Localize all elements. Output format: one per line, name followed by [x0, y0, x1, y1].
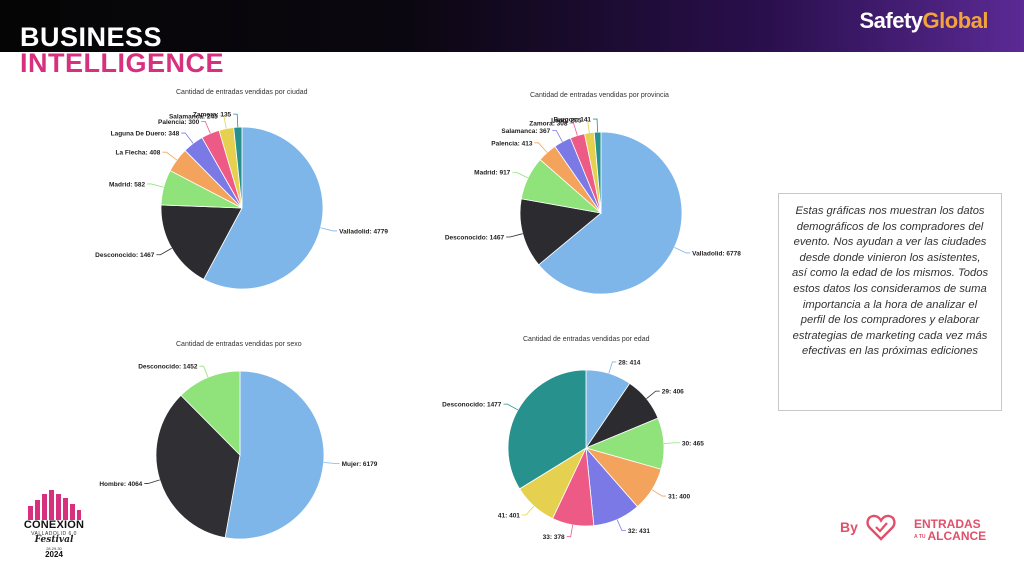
leader-line-la-flecha	[162, 151, 178, 161]
slice-label-mujer: Mujer: 6179	[342, 461, 378, 468]
festival-word: Festival	[34, 535, 74, 545]
pie-slice-valladolid	[538, 131, 683, 295]
brand-part1: Safety	[859, 8, 924, 33]
pie-slice-mujer	[224, 370, 325, 540]
slice-label-madrid: Madrid: 917	[474, 170, 511, 177]
slice-label-laguna-de-duero: Laguna De Duero: 348	[111, 131, 180, 138]
slice-label-desconocido: Desconocido: 1467	[95, 252, 155, 259]
partner-logo-text: ENTRADAS A TU ALCANCE	[914, 518, 986, 543]
leader-line-zamora	[569, 122, 578, 136]
leader-line-desconocido	[156, 247, 172, 256]
partner-line2: ALCANCE	[927, 529, 987, 543]
pie-slice-hombre	[155, 394, 241, 539]
leader-line-28	[608, 361, 617, 374]
pie-slice-desconocido	[180, 370, 241, 456]
slice-label-leon: León: 205	[551, 117, 582, 124]
equalizer-icon	[28, 490, 81, 520]
brand-part2: Global	[922, 8, 989, 33]
slice-label-desconocido: Desconocido: 1477	[442, 402, 502, 409]
heart-ticket-icon	[866, 514, 896, 541]
leader-line-salamanca	[552, 129, 563, 142]
slice-label-salamanca: Salamanca: 243	[169, 113, 218, 120]
leader-line-mujer	[323, 462, 340, 464]
chart-title-provincia: Cantidad de entradas vendidas por provin…	[530, 92, 669, 99]
leader-line-29	[646, 390, 660, 400]
leader-line-33	[566, 524, 574, 538]
leader-line-32	[616, 519, 626, 531]
leader-line-laguna-de-duero	[181, 132, 194, 144]
leader-line-burgos	[593, 118, 599, 133]
slice-label-29: 29: 406	[662, 389, 684, 396]
slice-label-desconocido: Desconocido: 1467	[445, 235, 505, 242]
chart-title-ciudad: Cantidad de entradas vendidas por ciudad	[176, 89, 308, 96]
pie-slice-desconocido	[507, 369, 587, 490]
slice-label-palencia: Palencia: 300	[158, 119, 200, 126]
pie-chart-ciudad: Valladolid: 4779 Desconocido: 1467 Madrid:…	[95, 112, 388, 290]
slice-label-valladolid: Valladolid: 4779	[339, 228, 388, 235]
festival-year: 2024	[45, 550, 63, 559]
leader-line-41	[521, 505, 535, 516]
page-title-line1: BUSINESS	[20, 22, 163, 52]
pie-slice-desconocido	[160, 204, 243, 280]
pie-slice-valladolid	[203, 126, 324, 290]
slice-label-32: 32: 431	[628, 528, 650, 535]
partner-line1: ENTRADAS	[914, 517, 981, 531]
leader-line-valladolid	[674, 247, 691, 254]
leader-line-palencia	[201, 121, 211, 134]
info-text: Estas gráficas nos muestran los datos de…	[791, 205, 989, 358]
festival-city: VALLADOLID 6.0	[31, 531, 77, 537]
leader-line-valladolid	[320, 227, 338, 232]
slice-label-salamanca: Salamanca: 367	[501, 128, 550, 135]
pie-slice-burgos	[593, 131, 602, 214]
festival-name: CONEXION	[23, 519, 85, 531]
by-label: By	[840, 519, 858, 535]
leader-line-madrid	[512, 171, 529, 179]
leader-line-palencia	[534, 142, 548, 153]
partner-small: A TU	[914, 533, 926, 540]
safetyglobal-logo: SafetyGlobal	[860, 8, 989, 34]
info-box: Estas gráficas nos muestran los datos de…	[778, 193, 1002, 411]
leader-line-hombre	[144, 479, 160, 484]
slice-label-burgos: Burgos: 141	[553, 117, 591, 124]
festival-dates: 28.29.30	[46, 546, 62, 551]
leader-line-desconocido	[503, 403, 519, 411]
slice-label-zamora: Zamora: 308	[529, 121, 568, 128]
leader-line-zamora	[233, 113, 239, 128]
slice-label-31: 31: 400	[668, 494, 690, 501]
leader-line-desconocido	[506, 233, 523, 238]
leader-line-salamanca	[219, 115, 227, 129]
slice-label-madrid: Madrid: 582	[109, 181, 146, 188]
chart-title-sexo: Cantidad de entradas vendidas por sexo	[176, 341, 302, 348]
leader-line-madrid	[147, 183, 164, 188]
slice-label-28: 28: 414	[618, 359, 640, 366]
slice-label-palencia: Palencia: 413	[491, 140, 533, 147]
pie-chart-edad: 28: 414 29: 406 30: 465 31: 400 32: 431 33: 3…	[442, 359, 704, 541]
leader-line-desconocido	[199, 365, 209, 378]
slice-label-desconocido: Desconocido: 1452	[138, 364, 198, 371]
leader-line-leon	[583, 119, 590, 133]
slice-label-41: 41: 401	[498, 513, 520, 520]
slice-label-valladolid: Valladolid: 6778	[692, 250, 741, 257]
chart-title-edad: Cantidad de entradas vendidas por edad	[523, 336, 650, 343]
slice-label-hombre: Hombre: 4064	[99, 481, 142, 488]
slice-label-33: 33: 378	[543, 534, 565, 541]
top-banner	[0, 0, 1024, 52]
slice-label-30: 30: 465	[682, 440, 704, 447]
pie-slice-zamora	[233, 126, 243, 209]
leader-line-31	[651, 489, 667, 497]
page-title-line2: INTELLIGENCE	[20, 48, 225, 78]
leader-line-30	[663, 442, 680, 444]
pie-chart-sexo: Mujer: 6179 Hombre: 4064 Desconocido: 1452	[99, 364, 378, 540]
festival-logo: CONEXION VALLADOLID 6.0 Festival 28.29.3…	[14, 488, 94, 568]
slice-label-la-flecha: La Flecha: 408	[116, 150, 161, 157]
pie-chart-provincia: Valladolid: 6778 Desconocido: 1467 Madrid:…	[445, 117, 741, 295]
slice-label-zamora: Zamora: 135	[193, 112, 232, 119]
